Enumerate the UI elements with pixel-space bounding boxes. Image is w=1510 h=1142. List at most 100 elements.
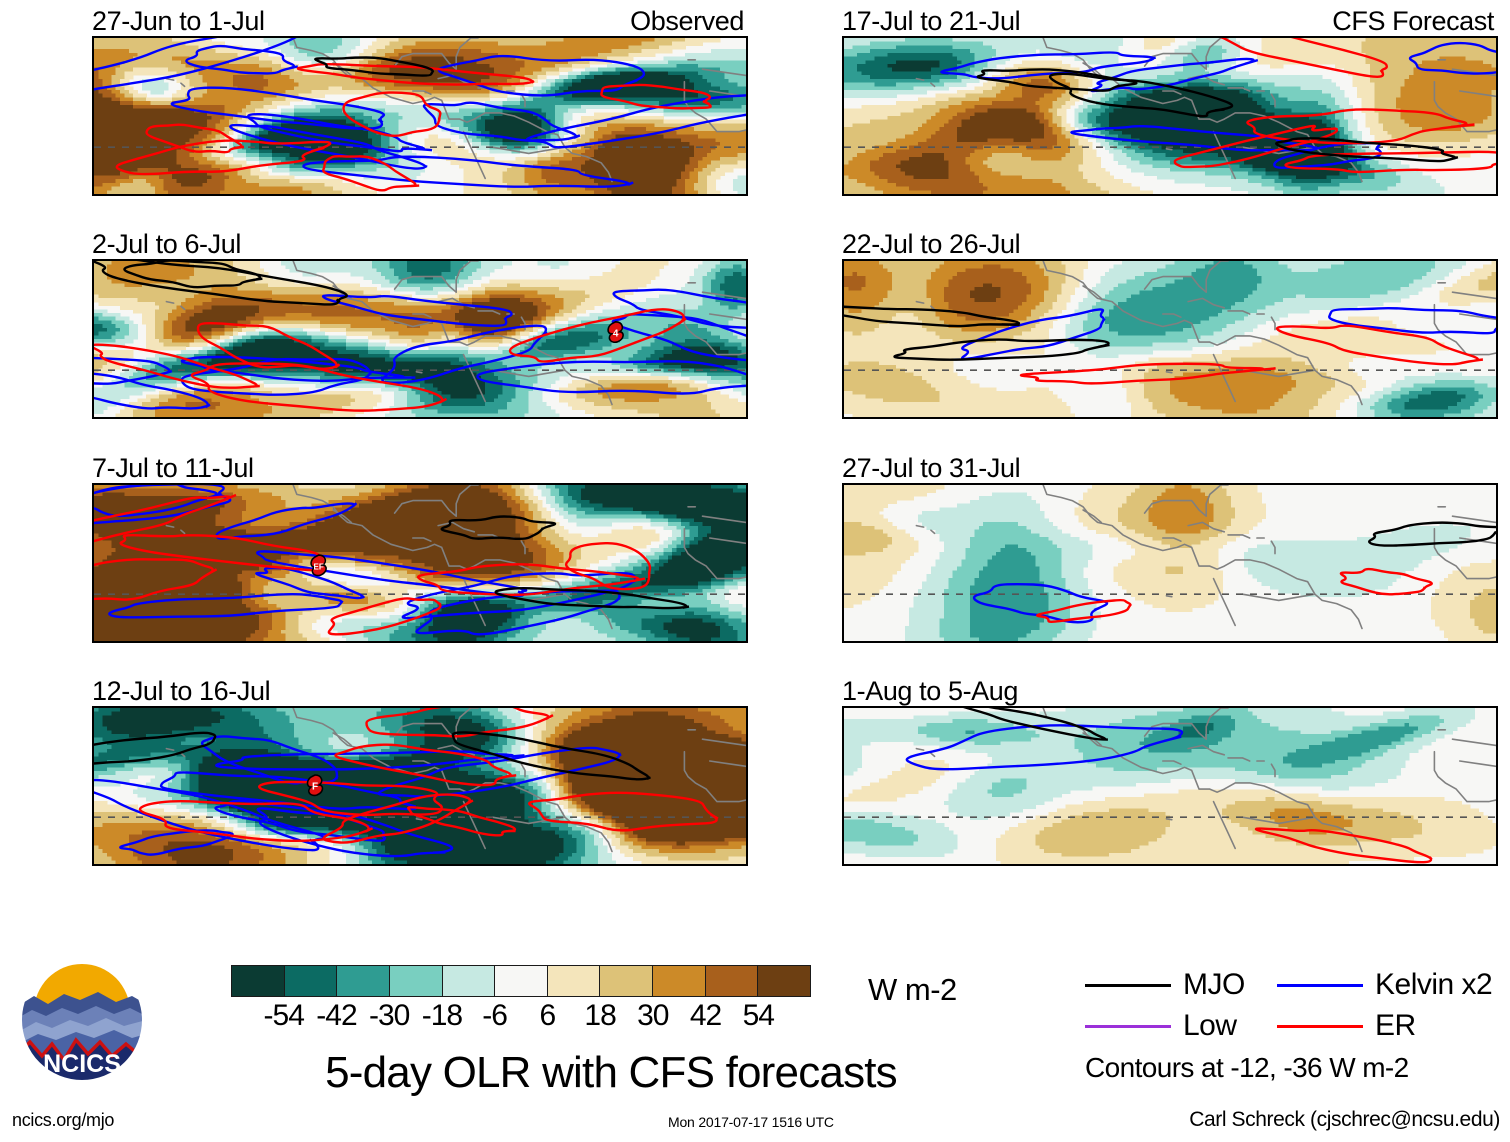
column-header-forecast: CFS Forecast	[1332, 6, 1494, 37]
x-tick	[1332, 641, 1334, 643]
colorbar-tick-label: 30	[637, 999, 669, 1033]
panel-title: 17-Jul to 21-Jul	[842, 6, 1021, 37]
x-tick	[147, 641, 149, 643]
y-tick	[842, 562, 844, 564]
y-tick	[842, 500, 844, 502]
y-tick	[1496, 785, 1498, 787]
y-tick	[1496, 816, 1498, 818]
legend-line-icon	[1277, 983, 1363, 987]
x-tick	[1006, 864, 1008, 866]
y-axis-label: 20N	[92, 518, 94, 546]
colorbar-units: W m-2	[868, 972, 957, 1008]
x-tick	[1006, 706, 1008, 708]
y-axis-label: 20N	[92, 71, 94, 99]
x-tick	[419, 864, 421, 866]
x-tick	[202, 194, 204, 196]
x-tick	[1332, 36, 1334, 38]
colorbar-tick-label: -42	[316, 999, 357, 1033]
x-tick	[1441, 483, 1443, 485]
y-tick	[1496, 177, 1498, 179]
x-tick	[1060, 483, 1062, 485]
y-tick	[1496, 276, 1498, 278]
panel-title: 1-Aug to 5-Aug	[842, 676, 1018, 707]
x-tick	[1115, 259, 1117, 261]
colorbar-swatch-3	[389, 966, 443, 996]
x-tick	[897, 194, 899, 196]
x-tick	[528, 194, 530, 196]
x-tick	[419, 194, 421, 196]
x-tick	[1115, 36, 1117, 38]
x-tick	[1060, 706, 1062, 708]
x-tick	[310, 259, 312, 261]
legend-label: ER	[1375, 1009, 1416, 1043]
x-tick	[1223, 194, 1225, 196]
x-tick	[745, 417, 747, 419]
x-tick	[419, 417, 421, 419]
x-tick	[419, 483, 421, 485]
colorbar-swatch-1	[284, 966, 338, 996]
x-tick	[202, 641, 204, 643]
logo-text: NCICS	[43, 1050, 121, 1078]
x-tick	[93, 641, 95, 643]
map-obs-3: EF30N20N10N010S	[92, 483, 748, 643]
y-tick	[842, 53, 844, 55]
colorbar-swatch-0	[232, 966, 285, 996]
x-tick	[1169, 194, 1171, 196]
x-tick	[691, 483, 693, 485]
x-tick	[1278, 36, 1280, 38]
y-tick	[1496, 400, 1498, 402]
wave-legend: MJO Kelvin x2 Low ER Contours at -12, -36 W…	[1085, 968, 1495, 1084]
x-tick	[1386, 706, 1388, 708]
y-axis-label: 30N	[92, 710, 94, 738]
y-tick	[1496, 146, 1498, 148]
y-tick	[842, 338, 844, 340]
x-tick	[582, 483, 584, 485]
footer-author[interactable]: Carl Schreck (cjschrec@ncsu.edu)	[1189, 1108, 1500, 1132]
legend-label: Kelvin x2	[1375, 968, 1493, 1002]
x-tick	[636, 194, 638, 196]
legend-item-mjo: MJO	[1085, 968, 1271, 1002]
legend-item-kelvin-x2: Kelvin x2	[1277, 968, 1493, 1002]
x-tick	[582, 864, 584, 866]
x-tick	[1332, 417, 1334, 419]
y-tick	[842, 785, 844, 787]
x-tick	[1495, 641, 1497, 643]
colorbar-tick-label: -30	[369, 999, 410, 1033]
x-tick	[1223, 36, 1225, 38]
x-tick	[1278, 483, 1280, 485]
x-tick	[636, 641, 638, 643]
y-tick	[842, 723, 844, 725]
y-tick	[746, 816, 748, 818]
legend-label: MJO	[1183, 968, 1245, 1002]
y-tick	[842, 400, 844, 402]
x-tick	[1115, 864, 1117, 866]
x-tick	[1060, 641, 1062, 643]
colorbar-swatch-7	[600, 966, 654, 996]
colorbar-tick-label: 18	[584, 999, 616, 1033]
x-tick	[1006, 641, 1008, 643]
footer-url[interactable]: ncics.org/mjo	[12, 1110, 114, 1131]
y-tick	[842, 146, 844, 148]
x-tick	[582, 706, 584, 708]
y-tick	[1496, 593, 1498, 595]
x-tick	[1006, 417, 1008, 419]
x-tick	[147, 417, 149, 419]
x-tick	[1386, 36, 1388, 38]
x-tick	[256, 417, 258, 419]
legend-label: Low	[1183, 1009, 1237, 1043]
y-tick	[842, 276, 844, 278]
x-tick	[1332, 706, 1334, 708]
y-axis-label: 30N	[92, 40, 94, 68]
x-tick	[897, 483, 899, 485]
y-tick	[746, 338, 748, 340]
y-tick	[842, 177, 844, 179]
x-tick	[473, 259, 475, 261]
legend-line-icon	[1085, 1024, 1171, 1028]
x-tick	[952, 36, 954, 38]
colorbar-swatch-4	[442, 966, 496, 996]
x-tick	[1169, 641, 1171, 643]
y-tick	[1496, 115, 1498, 117]
x-tick	[528, 417, 530, 419]
x-tick	[310, 194, 312, 196]
x-tick	[256, 641, 258, 643]
